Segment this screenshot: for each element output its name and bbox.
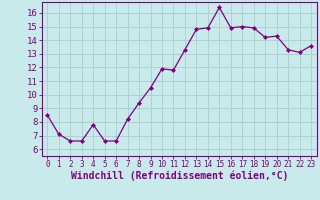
X-axis label: Windchill (Refroidissement éolien,°C): Windchill (Refroidissement éolien,°C) (70, 171, 288, 181)
